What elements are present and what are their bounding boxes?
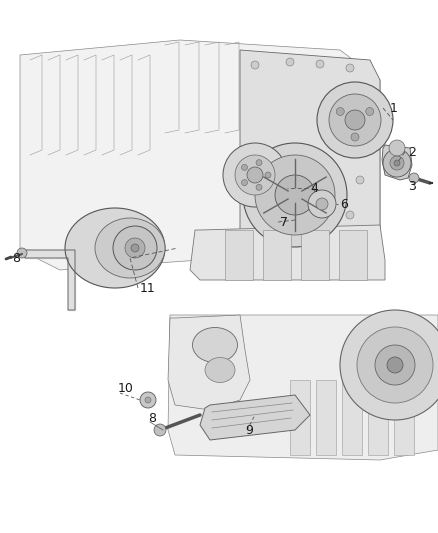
Circle shape (361, 136, 369, 144)
Polygon shape (240, 50, 380, 250)
Text: 2: 2 (408, 146, 416, 158)
Polygon shape (20, 250, 75, 310)
Circle shape (145, 397, 151, 403)
Circle shape (346, 64, 354, 72)
Bar (316, 380, 336, 455)
Circle shape (387, 357, 403, 373)
Polygon shape (382, 145, 412, 180)
Circle shape (351, 133, 359, 141)
Circle shape (345, 110, 365, 130)
Circle shape (154, 424, 166, 436)
Circle shape (131, 244, 139, 252)
Polygon shape (168, 315, 250, 410)
Polygon shape (0, 305, 438, 533)
Bar (339, 230, 367, 280)
Circle shape (223, 143, 287, 207)
Text: 8: 8 (12, 252, 20, 264)
Circle shape (316, 60, 324, 68)
Circle shape (241, 164, 247, 171)
Text: 6: 6 (340, 198, 348, 212)
Circle shape (390, 156, 404, 170)
Circle shape (357, 327, 433, 403)
Circle shape (255, 155, 335, 235)
Text: 8: 8 (148, 411, 156, 424)
Text: 3: 3 (408, 180, 416, 192)
Circle shape (140, 392, 156, 408)
Circle shape (256, 184, 262, 190)
Ellipse shape (192, 327, 237, 362)
Text: 1: 1 (390, 101, 398, 115)
Text: 7: 7 (280, 215, 288, 229)
Circle shape (317, 82, 393, 158)
Circle shape (286, 58, 294, 66)
Ellipse shape (95, 218, 165, 278)
Ellipse shape (205, 358, 235, 383)
Circle shape (125, 238, 145, 258)
Circle shape (265, 172, 271, 178)
Text: 9: 9 (245, 424, 253, 437)
Circle shape (394, 160, 400, 166)
Polygon shape (190, 225, 385, 280)
Text: 10: 10 (118, 382, 134, 394)
Circle shape (366, 108, 374, 116)
Circle shape (275, 175, 315, 215)
Circle shape (241, 180, 247, 185)
Circle shape (247, 167, 263, 183)
Circle shape (235, 155, 275, 195)
Polygon shape (20, 40, 380, 270)
Circle shape (409, 173, 419, 183)
Bar (394, 380, 414, 455)
Circle shape (340, 310, 438, 420)
Circle shape (113, 226, 157, 270)
Polygon shape (200, 395, 310, 440)
Text: 11: 11 (140, 281, 156, 295)
Bar (225, 230, 253, 280)
Bar (342, 380, 362, 455)
Circle shape (286, 231, 294, 239)
Circle shape (251, 61, 259, 69)
Bar (263, 230, 291, 280)
Circle shape (346, 211, 354, 219)
Circle shape (17, 248, 27, 258)
Polygon shape (168, 315, 438, 460)
Circle shape (383, 149, 411, 177)
Circle shape (389, 140, 405, 156)
Circle shape (356, 96, 364, 104)
Circle shape (316, 198, 328, 210)
Text: 4: 4 (310, 182, 318, 195)
Circle shape (243, 143, 347, 247)
Circle shape (336, 108, 344, 116)
Bar (368, 380, 388, 455)
Circle shape (329, 94, 381, 146)
Bar (290, 380, 310, 455)
Circle shape (256, 160, 262, 166)
Circle shape (375, 345, 415, 385)
Bar (301, 230, 329, 280)
Circle shape (356, 176, 364, 184)
Circle shape (316, 226, 324, 234)
Circle shape (308, 190, 336, 218)
Ellipse shape (65, 208, 165, 288)
